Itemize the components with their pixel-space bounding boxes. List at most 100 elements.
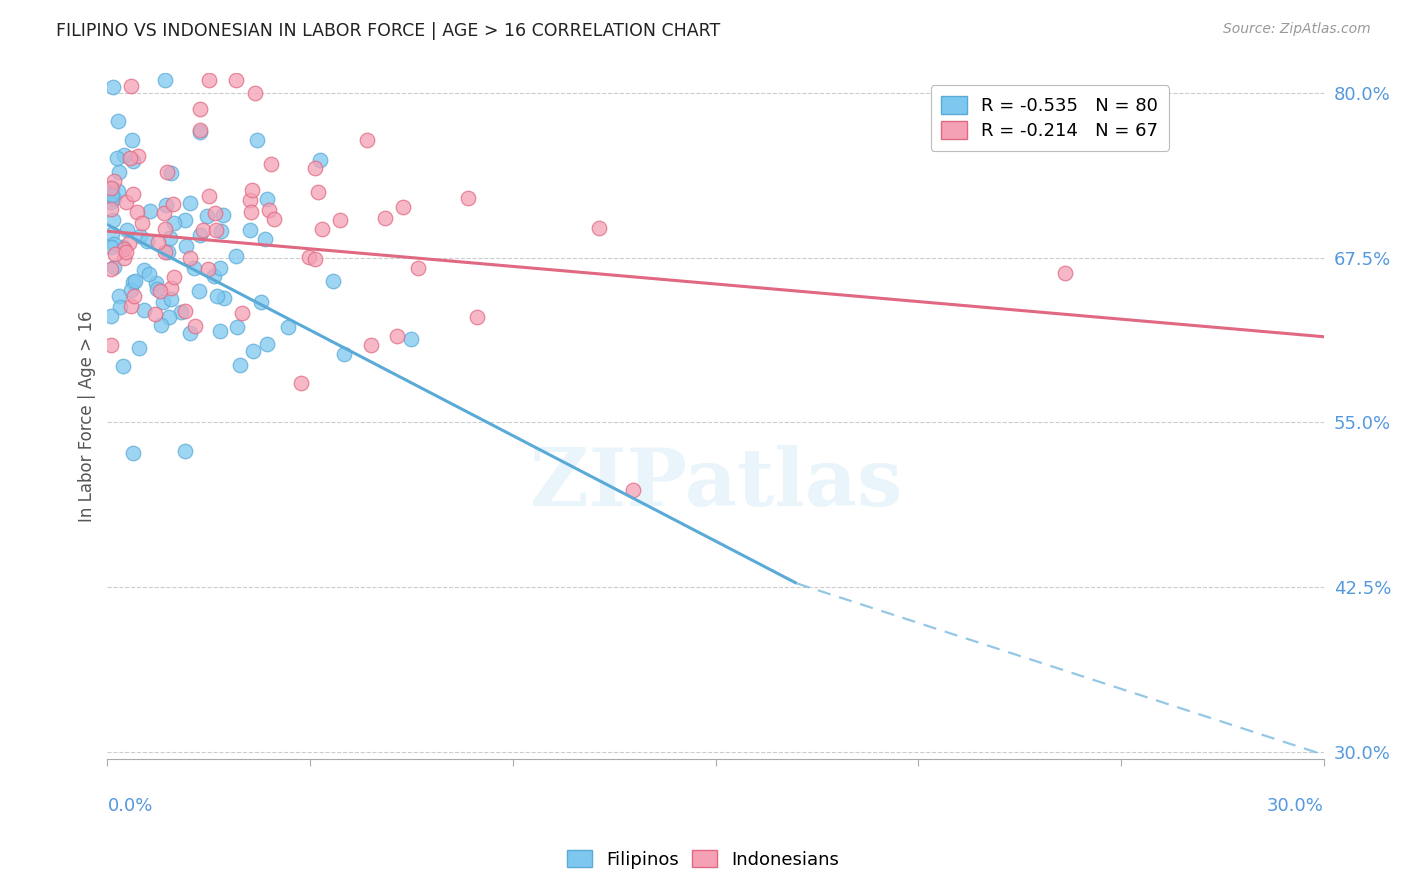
Point (465, 310, 488, 324)
Point (360, 338, 382, 352)
Point (179, 195, 201, 210)
Point (229, 358, 252, 372)
Point (170, 305, 193, 319)
Point (125, 205, 148, 219)
Point (304, 252, 326, 266)
Point (173, 213, 195, 227)
Point (205, 289, 228, 303)
Point (307, 185, 329, 199)
Point (188, 103, 211, 117)
Point (191, 223, 214, 237)
Point (131, 215, 153, 229)
Text: 0.0%: 0.0% (107, 797, 153, 814)
Point (311, 222, 333, 236)
Point (120, 151, 142, 165)
Point (145, 276, 167, 290)
Point (329, 213, 352, 227)
Point (118, 236, 141, 251)
Point (160, 166, 183, 180)
Point (356, 133, 378, 147)
Point (105, 151, 128, 165)
Point (101, 212, 124, 227)
Point (128, 228, 150, 243)
Point (122, 154, 145, 169)
Point (100, 227, 122, 242)
Point (212, 208, 235, 222)
Point (138, 267, 160, 281)
Point (257, 202, 280, 217)
Point (256, 193, 278, 207)
Point (1054, 266, 1077, 280)
Point (253, 232, 276, 246)
Point (122, 289, 145, 303)
Point (174, 444, 197, 458)
Point (121, 445, 143, 459)
Point (183, 260, 205, 275)
Point (212, 291, 235, 305)
Point (333, 346, 356, 360)
Point (107, 289, 129, 303)
Point (208, 260, 231, 275)
Point (128, 341, 150, 355)
Point (156, 244, 179, 259)
Point (112, 359, 135, 373)
Point (399, 332, 422, 346)
Point (239, 223, 262, 237)
Point (160, 281, 183, 295)
Point (159, 293, 181, 307)
Point (136, 234, 159, 248)
Point (107, 184, 129, 198)
Point (111, 240, 134, 254)
Point (155, 198, 177, 212)
Point (240, 204, 263, 219)
Point (242, 183, 264, 197)
Point (179, 251, 201, 265)
Point (108, 301, 131, 315)
Point (260, 157, 283, 171)
Point (197, 262, 219, 277)
Point (100, 186, 122, 201)
Point (100, 181, 122, 195)
Point (127, 149, 149, 163)
Point (115, 245, 138, 260)
Point (112, 251, 135, 265)
Point (157, 310, 180, 325)
Point (174, 239, 197, 253)
Point (209, 224, 232, 238)
Point (146, 282, 169, 296)
Point (204, 223, 226, 237)
Point (163, 216, 186, 230)
Point (184, 318, 207, 333)
Point (120, 299, 142, 313)
Point (621, 483, 644, 497)
Point (120, 79, 142, 94)
Point (231, 306, 253, 320)
Point (263, 211, 285, 226)
Point (246, 133, 269, 147)
Point (103, 191, 125, 205)
Point (143, 307, 166, 321)
Legend: Filipinos, Indonesians: Filipinos, Indonesians (560, 843, 846, 876)
Point (101, 181, 124, 195)
Point (100, 239, 122, 253)
Point (112, 242, 135, 256)
Point (225, 249, 247, 263)
Point (104, 247, 127, 261)
Point (149, 284, 172, 298)
Point (115, 223, 138, 237)
Point (121, 187, 143, 202)
Point (159, 231, 181, 245)
Point (115, 194, 138, 209)
Text: Source: ZipAtlas.com: Source: ZipAtlas.com (1223, 22, 1371, 37)
Point (188, 284, 211, 298)
Point (121, 276, 143, 290)
Point (209, 325, 232, 339)
Point (153, 72, 176, 87)
Point (101, 79, 124, 94)
Point (242, 343, 264, 358)
Point (162, 196, 184, 211)
Point (150, 318, 173, 333)
Point (204, 206, 226, 220)
Point (243, 86, 266, 100)
Point (155, 245, 177, 260)
